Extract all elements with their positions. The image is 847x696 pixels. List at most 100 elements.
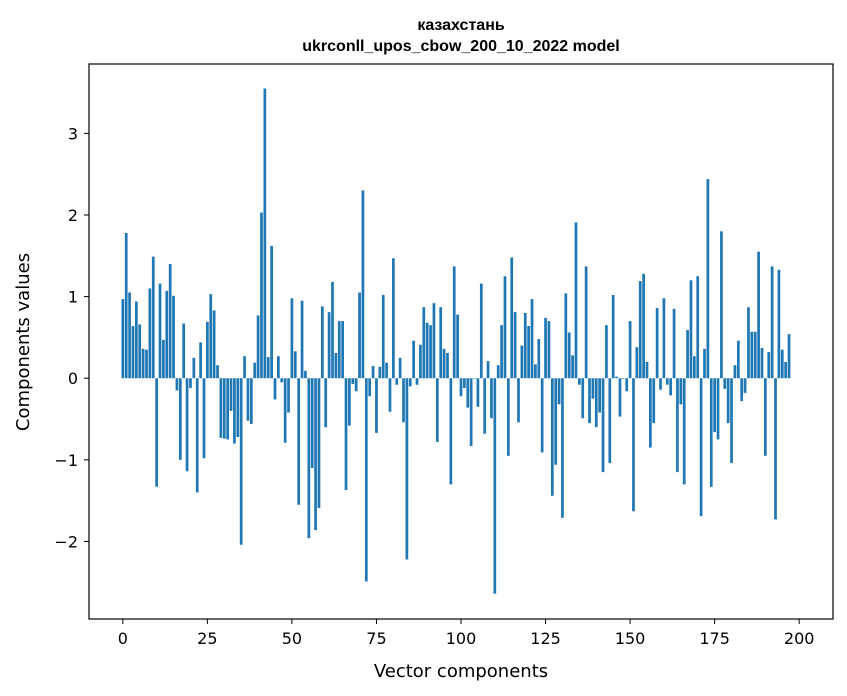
bar-component-126 — [547, 321, 551, 379]
bar-component-151 — [632, 378, 635, 512]
bar-component-191 — [767, 352, 771, 379]
bar-component-25 — [206, 321, 209, 379]
bar-component-56 — [310, 378, 314, 469]
bar-component-112 — [500, 325, 503, 379]
bar-component-69 — [354, 378, 358, 392]
bar-component-49 — [287, 378, 290, 413]
bar-component-85 — [408, 378, 412, 387]
bar-component-84 — [405, 378, 409, 560]
bar-component-30 — [222, 378, 226, 439]
bar-component-168 — [689, 280, 693, 379]
bar-component-197 — [787, 334, 791, 379]
bar-component-107 — [483, 378, 487, 434]
bar-component-54 — [304, 370, 307, 379]
bar-component-106 — [479, 283, 483, 379]
bar-component-159 — [659, 378, 662, 390]
bar-component-0 — [121, 299, 125, 379]
bar-component-40 — [256, 315, 260, 379]
bar-component-58 — [317, 378, 321, 508]
bar-component-192 — [770, 266, 774, 379]
bar-component-92 — [432, 303, 436, 379]
bar-component-62 — [331, 281, 334, 379]
bar-component-2 — [128, 292, 131, 379]
bar-component-170 — [696, 276, 700, 379]
bar-component-78 — [385, 362, 388, 379]
bar-component-118 — [520, 345, 524, 379]
y-tick-label: 1 — [68, 288, 78, 307]
bar-component-111 — [496, 365, 500, 379]
bar-component-128 — [554, 378, 558, 465]
bar-component-87 — [415, 378, 419, 385]
bar-component-5 — [138, 324, 142, 379]
bar-component-80 — [392, 258, 395, 379]
bar-component-135 — [578, 378, 581, 385]
x-tick-label: 100 — [446, 629, 477, 648]
bar-component-178 — [723, 378, 727, 389]
bar-component-122 — [534, 364, 537, 379]
bar-component-149 — [625, 378, 629, 392]
bar-component-74 — [371, 365, 375, 379]
x-axis-label: Vector components — [374, 661, 548, 682]
bar-component-99 — [456, 314, 459, 379]
bar-component-169 — [692, 356, 696, 379]
bar-component-166 — [682, 378, 686, 485]
bar-component-196 — [784, 361, 788, 379]
bar-component-90 — [425, 322, 429, 379]
bar-component-134 — [574, 222, 578, 379]
bar-component-105 — [476, 378, 480, 407]
y-tick-label: −2 — [54, 532, 78, 551]
bar-component-130 — [561, 378, 564, 518]
bar-component-50 — [290, 298, 294, 379]
bar-component-16 — [175, 378, 179, 391]
x-tick-label: 200 — [784, 629, 815, 648]
chart-title: казахстань — [417, 17, 505, 34]
bar-component-136 — [581, 378, 585, 419]
bar-component-65 — [341, 321, 344, 379]
bar-component-158 — [655, 308, 659, 379]
bar-component-175 — [713, 378, 716, 433]
bar-component-76 — [378, 366, 382, 379]
bar-component-144 — [608, 378, 612, 464]
x-tick-label: 175 — [699, 629, 730, 648]
bar-component-115 — [510, 257, 514, 379]
bar-component-140 — [594, 378, 598, 428]
y-tick-label: −1 — [54, 451, 78, 470]
bar-component-183 — [740, 378, 744, 402]
bar-component-81 — [395, 378, 399, 385]
bar-component-26 — [209, 294, 213, 379]
bar-component-19 — [185, 378, 189, 472]
bar-component-120 — [527, 325, 530, 379]
bar-component-60 — [324, 378, 328, 428]
bar-component-15 — [172, 295, 175, 379]
bar-component-141 — [598, 378, 602, 413]
bar-component-165 — [679, 378, 683, 405]
bar-component-35 — [239, 378, 243, 545]
bar-component-48 — [283, 378, 287, 443]
y-tick-label: 2 — [68, 206, 78, 225]
bar-component-104 — [473, 378, 476, 379]
bar-component-6 — [141, 348, 145, 379]
bar-component-21 — [192, 357, 196, 379]
bar-component-97 — [449, 378, 453, 485]
bar-component-7 — [145, 349, 148, 379]
bar-component-12 — [162, 339, 165, 379]
bar-component-180 — [730, 378, 733, 464]
bar-component-82 — [398, 357, 402, 379]
bar-component-148 — [621, 378, 625, 379]
bar-component-184 — [743, 378, 747, 393]
bar-component-172 — [703, 348, 706, 379]
bar-component-47 — [280, 378, 284, 383]
bar-component-28 — [216, 365, 219, 379]
bar-component-131 — [564, 293, 568, 379]
bar-component-72 — [364, 378, 368, 582]
bar-component-57 — [314, 378, 317, 531]
bar-component-139 — [591, 378, 595, 399]
bar-component-133 — [571, 355, 574, 379]
bar-component-24 — [202, 378, 206, 459]
x-axis-ticks: 0 25 50 75 100 125 150 175 200 — [118, 619, 815, 648]
bar-component-3 — [131, 325, 135, 379]
bar-component-108 — [486, 361, 490, 379]
bar-component-29 — [219, 378, 223, 438]
bar-component-110 — [493, 378, 497, 594]
